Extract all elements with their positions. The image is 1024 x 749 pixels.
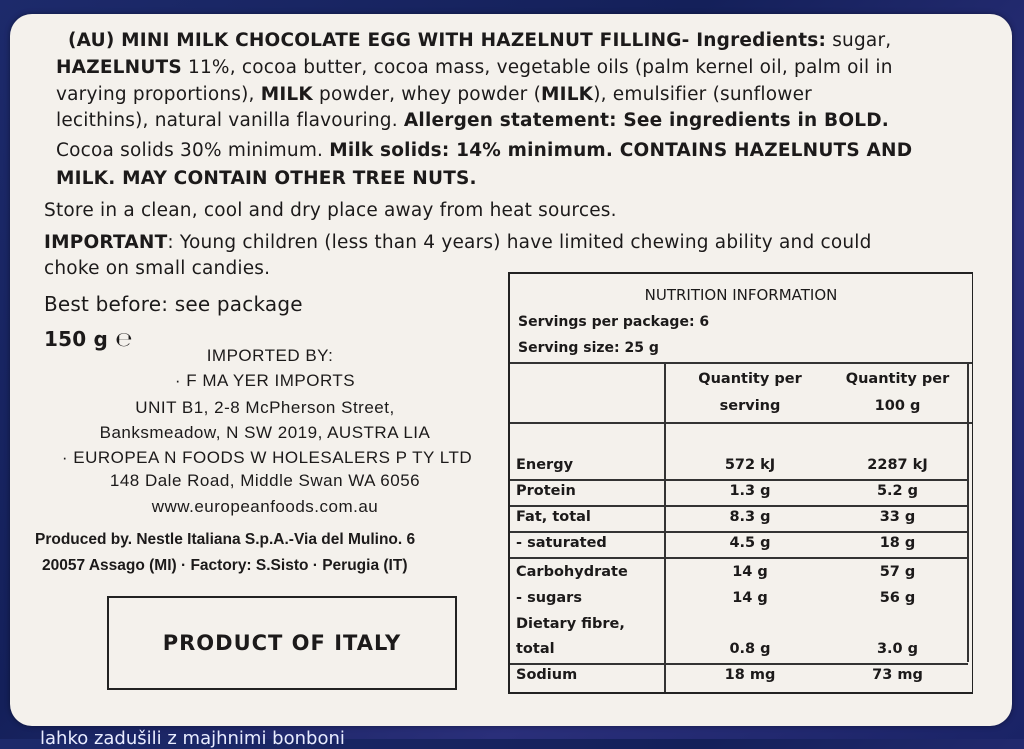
nutrient-name: total xyxy=(516,641,555,657)
ingredients-line: Best before: see package xyxy=(44,292,303,316)
ingredients-line: MILK. MAY CONTAIN OTHER TREE NUTS. xyxy=(56,168,477,189)
text-segment: ), emulsifier (sunflower xyxy=(593,84,812,105)
per-serving-value: 0.8 g xyxy=(729,641,771,657)
text-segment: 150 g ℮ xyxy=(44,327,133,351)
text-segment: Milk solids: 14% minimum. CONTAINS HAZEL… xyxy=(329,140,913,161)
divider xyxy=(510,479,968,481)
importer-line: IMPORTED BY: xyxy=(206,346,334,365)
origin-text: PRODUCT OF ITALY xyxy=(162,631,402,655)
per-serving-value: 14 g xyxy=(732,590,768,606)
ingredients-line: Cocoa solids 30% minimum. Milk solids: 1… xyxy=(56,140,912,161)
per-100g-value: 56 g xyxy=(879,590,916,606)
nutrient-name: Protein xyxy=(516,483,576,499)
text-segment: (AU) MINI MILK CHOCOLATE EGG WITH HAZELN… xyxy=(68,30,827,51)
nutrition-title: NUTRITION INFORMATION xyxy=(644,286,838,304)
text-segment: IMPORTANT xyxy=(44,232,168,253)
nutrient-name: Dietary fibre, xyxy=(516,616,625,632)
text-segment: Store in a clean, cool and dry place awa… xyxy=(44,200,617,221)
header-line: Quantity per xyxy=(698,371,802,387)
text-segment: choke on small candies. xyxy=(44,258,271,279)
ingredients-line: choke on small candies. xyxy=(44,258,270,279)
text-segment: Best before: see package xyxy=(44,292,303,316)
header-line: serving xyxy=(719,398,781,414)
text-segment: : Young children (less than 4 years) hav… xyxy=(167,232,872,253)
per-100g-value: 57 g xyxy=(879,564,916,580)
divider xyxy=(510,557,968,559)
divider xyxy=(510,362,972,364)
ingredients-line: HAZELNUTS 11%, cocoa butter, cocoa mass,… xyxy=(56,57,893,78)
per-serving-value: 18 mg xyxy=(724,667,776,683)
producer-line: 20057 Assago (MI) · Factory: S.Sisto · P… xyxy=(42,557,408,574)
ingredients-line: 150 g ℮ xyxy=(44,327,132,351)
divider xyxy=(510,663,968,665)
header-line: 100 g xyxy=(874,398,921,414)
header-per-100g: Quantity per 100 g xyxy=(830,366,965,420)
importer-line: Banksmeadow, N SW 2019, AUSTRA LIA xyxy=(99,423,431,442)
divider xyxy=(510,531,968,533)
divider xyxy=(967,362,969,662)
text-segment: MILK xyxy=(260,84,313,105)
nutrient-name: Energy xyxy=(516,457,574,473)
header-line: Quantity per xyxy=(845,371,950,387)
per-100g-value: 18 g xyxy=(879,535,916,551)
importer-line: www.europeanfoods.com.au xyxy=(151,497,379,516)
text-segment: MILK. MAY CONTAIN OTHER TREE NUTS. xyxy=(56,168,477,189)
product-of-italy-box: PRODUCT OF ITALY xyxy=(107,596,457,690)
nutrient-name: Carbohydrate xyxy=(516,564,628,580)
per-100g-value: 5.2 g xyxy=(876,483,919,499)
ingredients-line: lecithins), natural vanilla flavouring. … xyxy=(56,110,889,131)
nutrient-name: Fat, total xyxy=(516,509,591,525)
text-segment: varying proportions), xyxy=(56,84,261,105)
per-100g-value: 2287 kJ xyxy=(867,457,928,473)
ingredients-line: Store in a clean, cool and dry place awa… xyxy=(44,200,617,221)
per-serving-value: 1.3 g xyxy=(729,483,771,499)
importer-line: 148 Dale Road, Middle Swan WA 6056 xyxy=(109,471,421,490)
divider xyxy=(510,505,968,507)
nutrient-name: - saturated xyxy=(516,535,607,551)
ingredients-line: (AU) MINI MILK CHOCOLATE EGG WITH HAZELN… xyxy=(68,30,891,51)
importer-line: UNIT B1, 2-8 McPherson Street, xyxy=(135,398,395,417)
text-segment: HAZELNUTS xyxy=(56,57,182,78)
divider xyxy=(664,362,666,692)
text-segment: sugar, xyxy=(826,30,892,51)
nutrient-name: - sugars xyxy=(516,590,582,606)
per-serving-value: 14 g xyxy=(732,564,768,580)
text-segment: 11%, cocoa butter, cocoa mass, vegetable… xyxy=(181,57,893,78)
per-100g-value: 33 g xyxy=(879,509,916,525)
importer-line: · EUROPEA N FOODS W HOLESALERS P TY LTD xyxy=(61,448,473,467)
text-segment: MILK xyxy=(541,84,594,105)
nutrient-name: Sodium xyxy=(516,667,578,683)
importer-line: · F MA YER IMPORTS xyxy=(174,371,356,390)
text-segment: Allergen statement: See ingredients in B… xyxy=(403,110,890,131)
ingredients-line: varying proportions), MILK powder, whey … xyxy=(56,84,812,105)
header-per-serving: Quantity per serving xyxy=(665,366,835,420)
per-100g-value: 3.0 g xyxy=(876,641,919,657)
producer-line: Produced by. Nestle Italiana S.p.A.-Via … xyxy=(35,531,416,548)
ingredients-line: IMPORTANT: Young children (less than 4 y… xyxy=(44,232,872,253)
product-label-sticker xyxy=(10,14,1012,726)
per-serving-value: 4.5 g xyxy=(729,535,771,551)
per-100g-value: 73 mg xyxy=(872,667,923,683)
per-serving-value: 572 kJ xyxy=(724,457,776,473)
serving-size: Serving size: 25 g xyxy=(518,340,659,356)
text-segment: Cocoa solids 30% minimum. xyxy=(56,140,330,161)
nutrition-table: NUTRITION INFORMATION Servings per packa… xyxy=(508,272,973,694)
divider xyxy=(510,422,972,424)
servings-per-package: Servings per package: 6 xyxy=(518,314,710,330)
text-segment: powder, whey powder ( xyxy=(312,84,541,105)
per-serving-value: 8.3 g xyxy=(729,509,771,525)
text-segment: lecithins), natural vanilla flavouring. xyxy=(56,110,404,131)
